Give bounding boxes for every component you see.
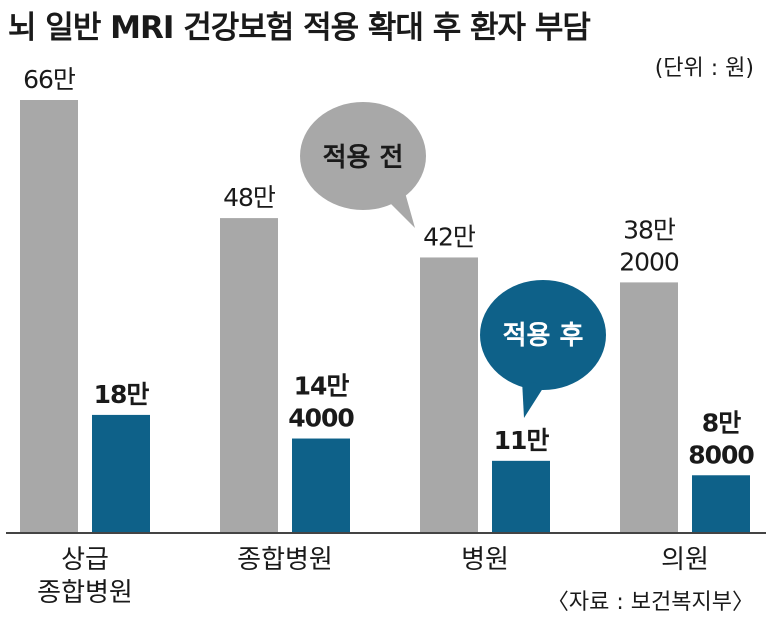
bar-after-0 — [92, 414, 150, 533]
data-label-after-1: 14만 — [294, 372, 350, 401]
bar-after-2 — [492, 460, 550, 533]
bar-before-2 — [420, 257, 478, 533]
bubble-after-label: 적용 후 — [503, 321, 584, 351]
source-label: 〈자료 : 보건복지부〉 — [546, 590, 754, 615]
bar-before-1 — [220, 218, 278, 533]
bar-before-0 — [20, 100, 78, 533]
data-label-after-1: 4000 — [288, 404, 354, 433]
chart-title: 뇌 일반 MRI 건강보험 적용 확대 후 환자 부담 — [8, 10, 591, 46]
bubble-before-label: 적용 전 — [323, 143, 404, 173]
data-label-before-1: 48만 — [223, 183, 276, 212]
data-label-after-0: 18만 — [94, 380, 150, 409]
category-label-0: 상급 — [61, 545, 109, 575]
bar-after-1 — [292, 438, 350, 533]
legend-bubble-after: 적용 후 — [480, 280, 606, 418]
bubble-before-tail — [387, 189, 415, 228]
data-label-after-3: 8만 — [702, 408, 741, 437]
data-label-after-2: 11만 — [494, 426, 550, 455]
data-label-after-3: 8000 — [688, 440, 754, 469]
category-label-1: 종합병원 — [237, 545, 333, 575]
bubble-after-tail — [522, 380, 545, 418]
bar-after-3 — [692, 475, 750, 533]
data-label-before-2: 42만 — [423, 222, 476, 251]
data-label-before-3: 2000 — [619, 247, 679, 276]
category-label-3: 의원 — [661, 545, 709, 575]
bubble-after-shape — [480, 280, 606, 390]
data-label-before-0: 66만 — [23, 65, 76, 94]
bar-before-3 — [620, 282, 678, 533]
unit-label: (단위 : 원) — [654, 56, 754, 81]
bubble-before-shape — [300, 102, 426, 210]
data-label-before-3: 38만 — [623, 215, 676, 244]
category-label-0: 종합병원 — [37, 578, 133, 608]
legend-bubble-before: 적용 전 — [300, 102, 426, 228]
category-label-2: 병원 — [461, 545, 509, 575]
